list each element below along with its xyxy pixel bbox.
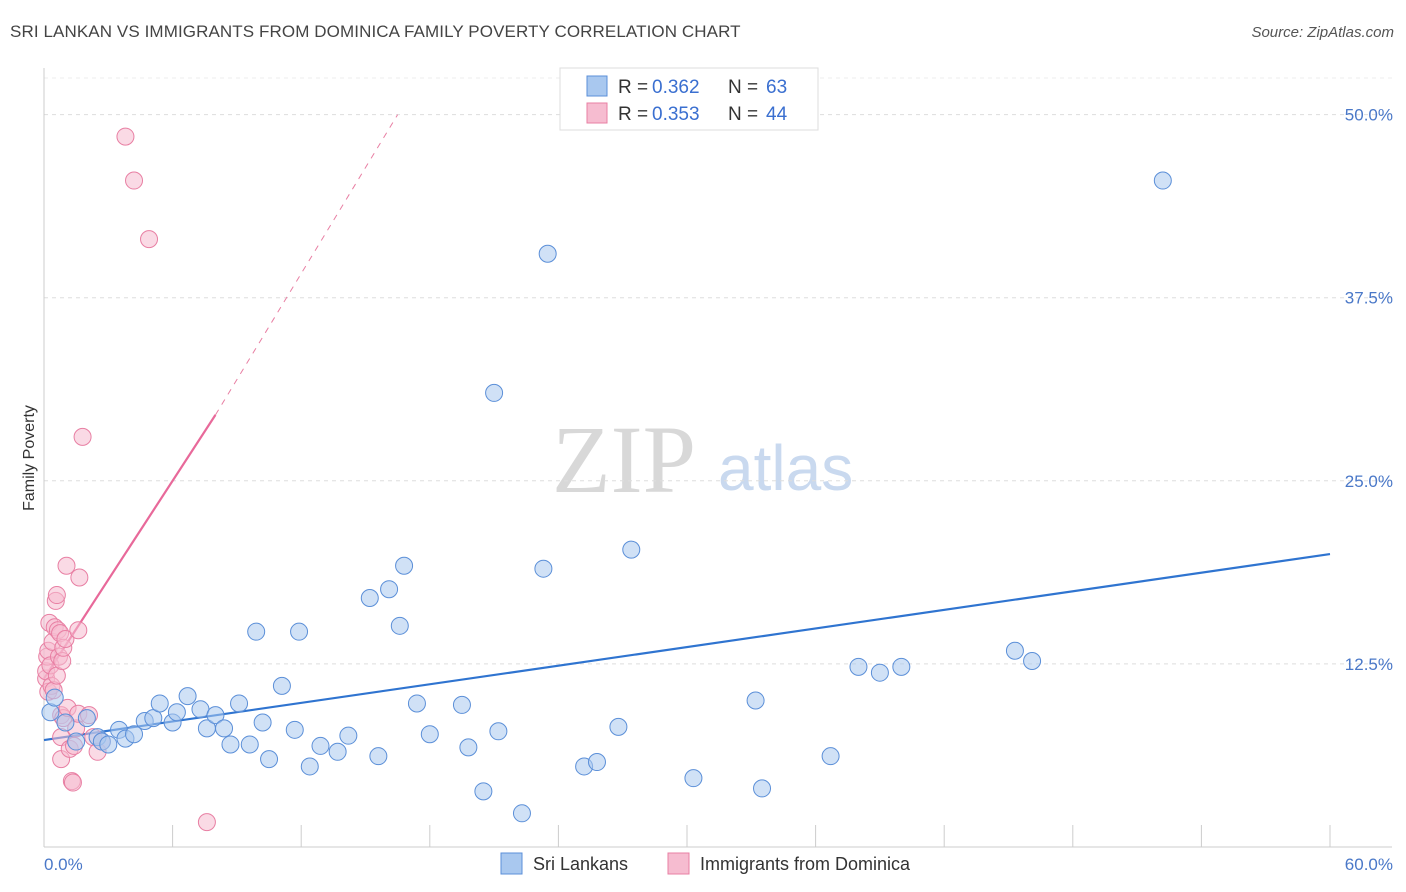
data-point-dominica: [47, 586, 66, 605]
y-tick-label: 37.5%: [1345, 289, 1393, 308]
data-point-srilankans: [538, 244, 557, 263]
data-point-srilankans: [821, 747, 840, 766]
data-point-srilankans: [474, 782, 493, 801]
data-point-srilankans: [272, 676, 291, 695]
data-point-srilankans: [870, 663, 889, 682]
data-point-srilankans: [99, 735, 118, 754]
data-point-srilankans: [253, 713, 272, 732]
data-point-srilankans: [125, 725, 144, 744]
data-point-srilankans: [1153, 171, 1172, 190]
y-axis-label: Family Poverty: [21, 405, 38, 511]
data-point-srilankans: [512, 804, 531, 823]
data-point-srilankans: [360, 588, 379, 607]
trend-line-dominica-extension: [215, 114, 399, 416]
y-tick-label: 12.5%: [1345, 655, 1393, 674]
data-point-srilankans: [328, 742, 347, 761]
legend-r-value: 0.353: [652, 104, 700, 125]
data-point-srilankans: [206, 706, 225, 725]
data-point-srilankans: [753, 779, 772, 798]
data-point-srilankans: [534, 559, 553, 578]
x-tick-label: 0.0%: [44, 855, 83, 874]
bottom-legend-srilankans: Sri Lankans: [533, 854, 628, 874]
grid-lines: [44, 77, 1392, 665]
bottom-legend-swatch-blue: [500, 852, 523, 875]
y-tick-label: 25.0%: [1345, 472, 1393, 491]
data-point-dominica: [197, 813, 216, 832]
data-point-srilankans: [622, 540, 641, 559]
data-point-srilankans: [369, 747, 388, 766]
legend-r-value: 0.362: [652, 77, 700, 98]
watermark-zip: ZIP: [552, 406, 696, 513]
data-point-dominica: [57, 556, 76, 575]
series-legend: Sri Lankans Immigrants from Dominica: [500, 852, 911, 875]
data-point-srilankans: [240, 735, 259, 754]
correlation-legend: R = 0.362 N = 63 R = 0.353 N = 44: [559, 67, 819, 131]
data-point-srilankans: [395, 556, 414, 575]
data-point-srilankans: [459, 738, 478, 757]
series-srilankans-points: [41, 171, 1172, 823]
data-point-srilankans: [390, 616, 409, 635]
data-point-srilankans: [77, 709, 96, 728]
data-point-dominica: [70, 568, 89, 587]
data-point-srilankans: [67, 732, 86, 751]
legend-r-label: R =: [618, 77, 648, 98]
legend-n-value: 44: [766, 104, 788, 125]
data-point-srilankans: [215, 719, 234, 738]
data-point-srilankans: [485, 383, 504, 402]
y-tick-label: 50.0%: [1345, 106, 1393, 125]
legend-n-label: N =: [728, 77, 758, 98]
data-point-srilankans: [167, 703, 186, 722]
y-tick-labels: 12.5% 25.0% 37.5% 50.0%: [1345, 106, 1393, 674]
data-point-srilankans: [260, 750, 279, 769]
data-point-srilankans: [178, 687, 197, 706]
data-point-srilankans: [746, 691, 765, 710]
data-point-srilankans: [56, 713, 75, 732]
data-point-srilankans: [300, 757, 319, 776]
data-point-srilankans: [311, 736, 330, 755]
legend-swatch-blue: [586, 75, 608, 97]
data-point-srilankans: [452, 695, 471, 714]
legend-n-label: N =: [728, 104, 758, 125]
data-point-srilankans: [285, 720, 304, 739]
data-point-srilankans: [609, 717, 628, 736]
x-tick-label: 60.0%: [1345, 855, 1393, 874]
data-point-srilankans: [247, 622, 266, 641]
data-point-dominica: [63, 773, 82, 792]
legend-r-label: R =: [618, 104, 648, 125]
data-point-dominica: [140, 230, 159, 249]
data-point-srilankans: [150, 694, 169, 713]
data-point-dominica: [116, 127, 135, 146]
trend-line-srilankans: [43, 552, 1331, 742]
data-point-srilankans: [191, 700, 210, 719]
legend-n-value: 63: [766, 77, 787, 98]
data-point-srilankans: [339, 726, 358, 745]
data-point-dominica: [69, 621, 88, 640]
watermark-atlas: atlas: [718, 432, 853, 504]
chart-title: SRI LANKAN VS IMMIGRANTS FROM DOMINICA F…: [10, 22, 741, 41]
source-credit: Source: ZipAtlas.com: [1251, 24, 1394, 41]
data-point-srilankans: [420, 725, 439, 744]
data-point-srilankans: [684, 769, 703, 788]
data-point-srilankans: [849, 657, 868, 676]
data-point-srilankans: [230, 694, 249, 713]
data-point-dominica: [73, 427, 92, 446]
legend-swatch-pink: [586, 102, 608, 124]
data-point-srilankans: [587, 753, 606, 772]
data-point-srilankans: [290, 622, 309, 641]
data-point-srilankans: [407, 694, 426, 713]
data-point-srilankans: [489, 722, 508, 741]
data-point-dominica: [125, 171, 144, 190]
data-point-srilankans: [221, 735, 240, 754]
x-tick-labels: 0.0% 60.0%: [44, 855, 1393, 874]
data-point-srilankans: [1023, 651, 1042, 670]
bottom-legend-swatch-pink: [667, 852, 690, 875]
data-point-dominica: [56, 630, 75, 649]
data-point-srilankans: [45, 688, 64, 707]
bottom-legend-dominica: Immigrants from Dominica: [700, 854, 911, 874]
data-point-srilankans: [380, 580, 399, 599]
data-point-srilankans: [892, 657, 911, 676]
data-point-srilankans: [1005, 641, 1024, 660]
